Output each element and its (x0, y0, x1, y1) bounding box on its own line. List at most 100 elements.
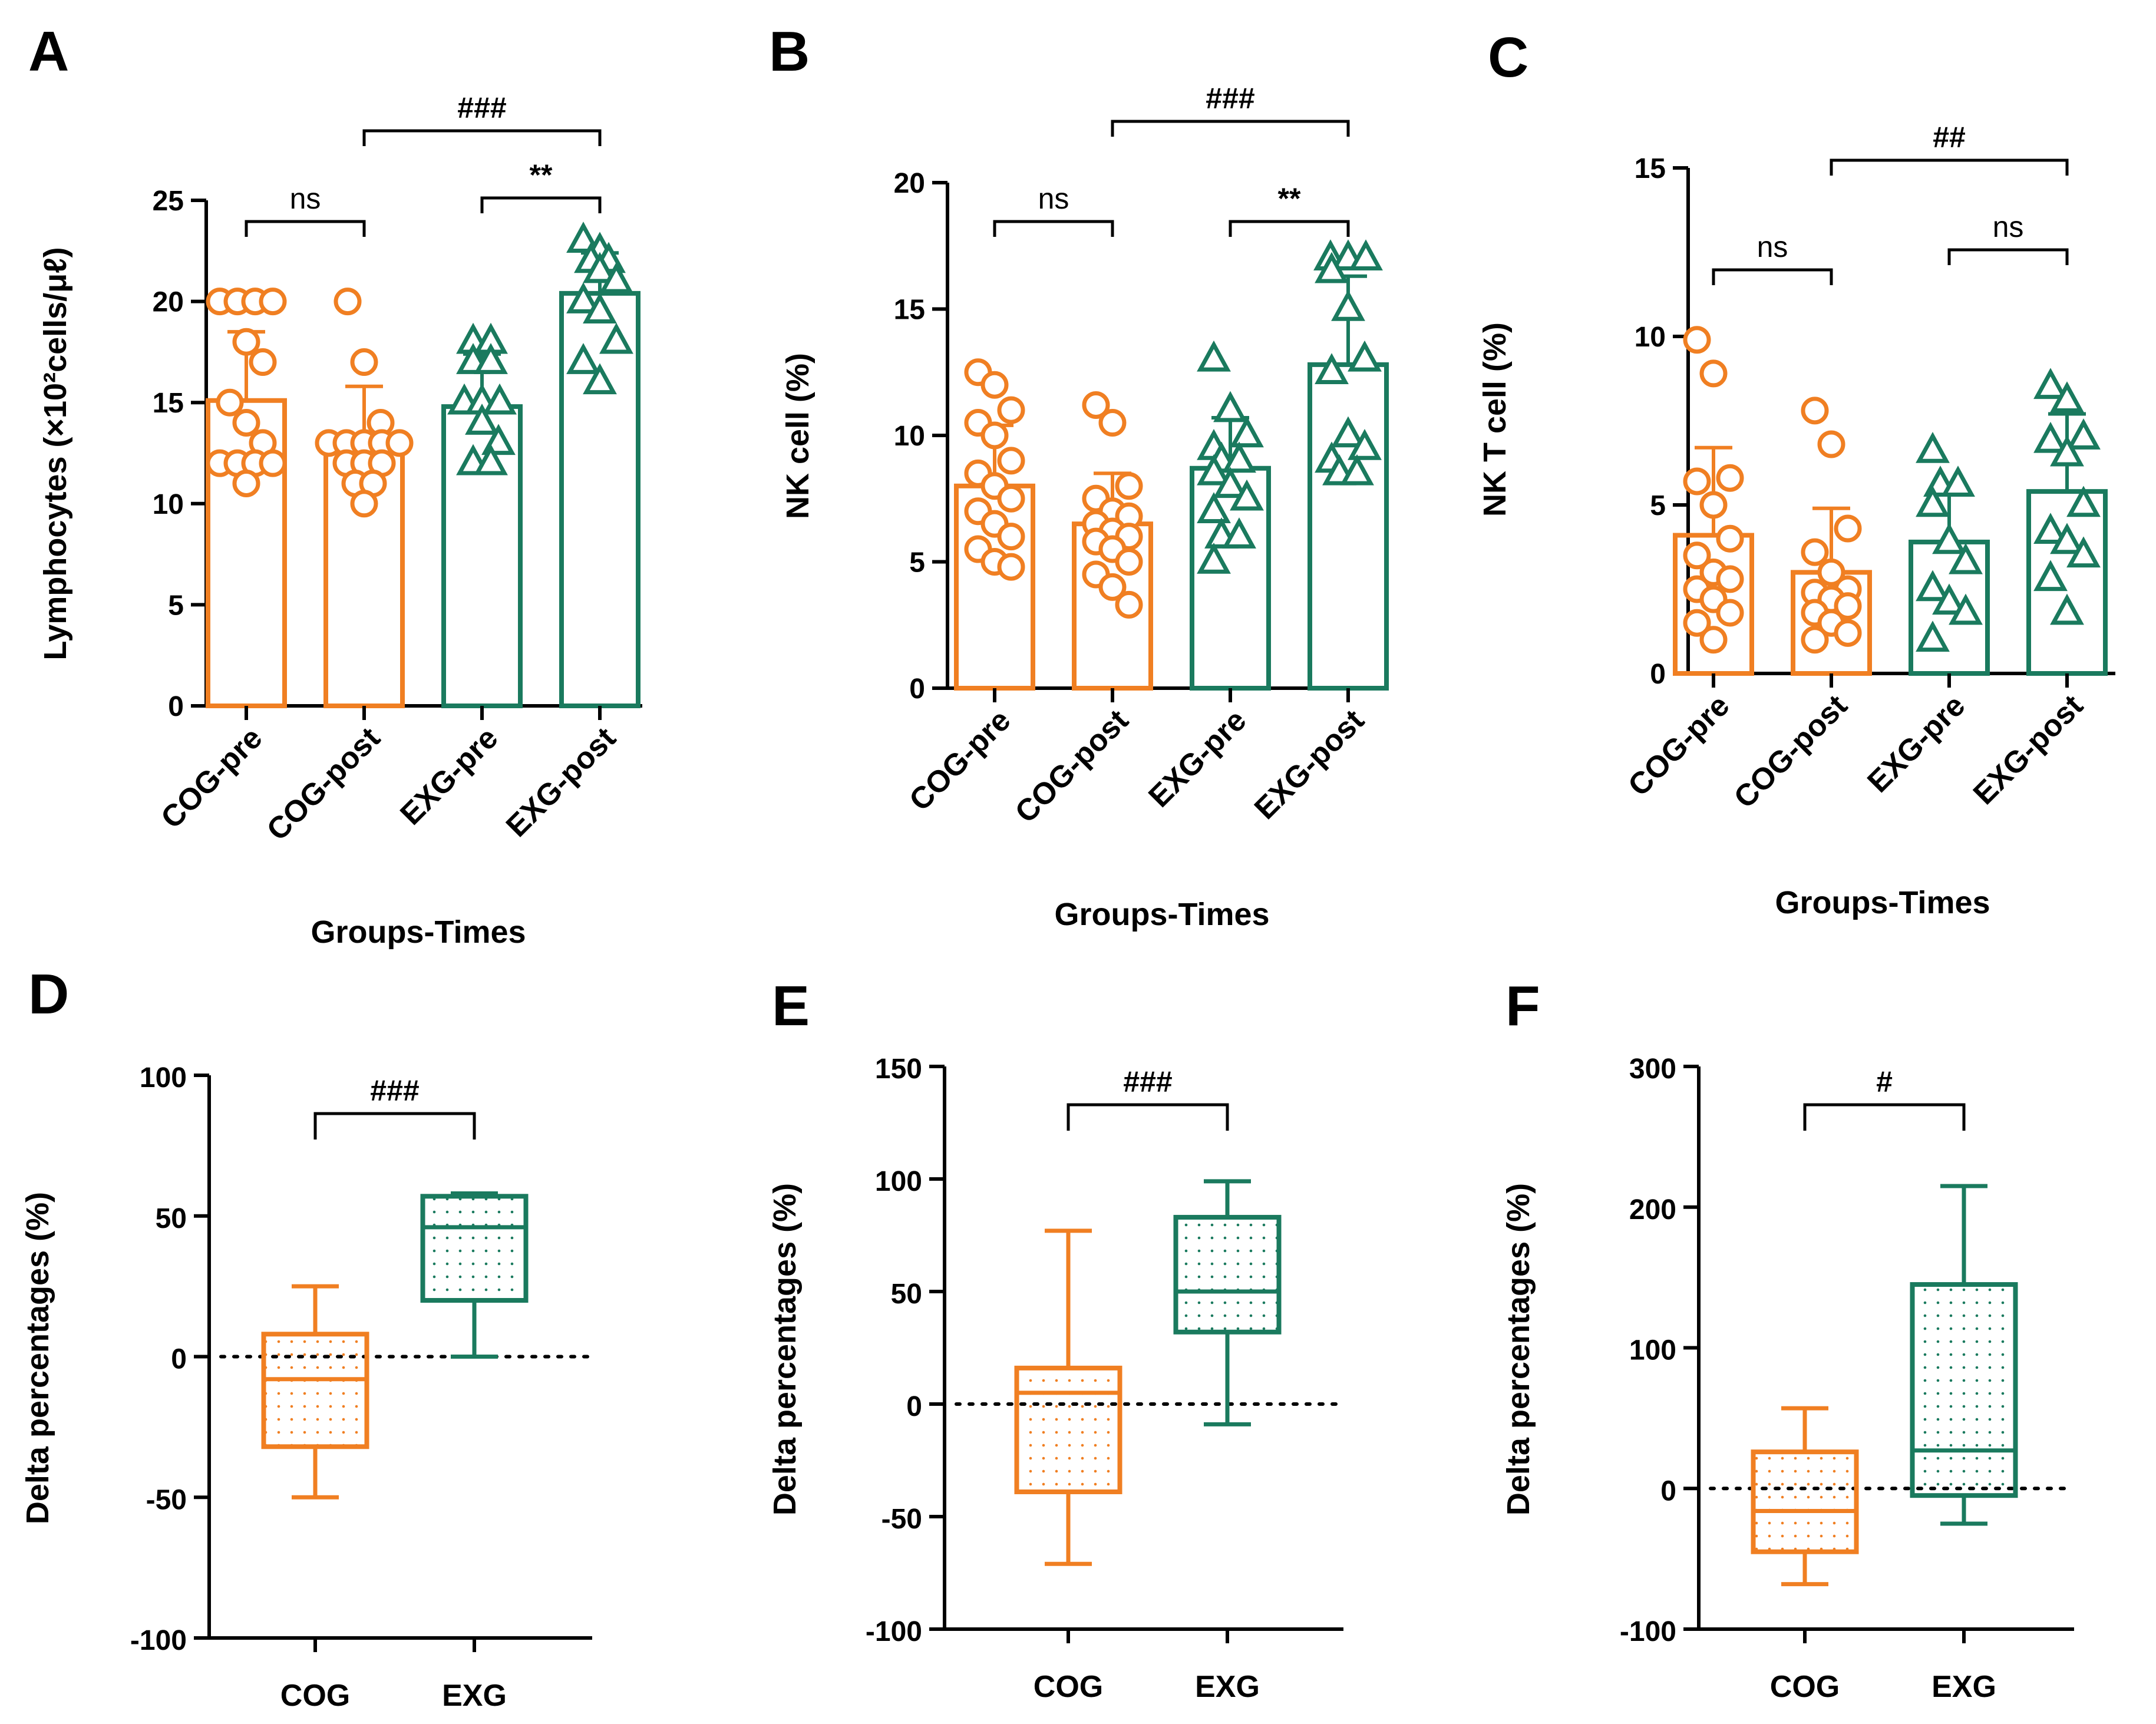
y-tick-label: 10 (1635, 322, 1666, 353)
y-tick-label: 15 (1635, 153, 1666, 184)
data-point-circle (997, 396, 1025, 424)
data-point-circle (1683, 326, 1711, 354)
data-point-circle (1801, 538, 1829, 566)
data-point-triangle (1916, 486, 1950, 517)
data-point-circle (997, 484, 1025, 513)
data-point-triangle (1197, 543, 1231, 574)
data-point-triangle (2050, 523, 2084, 554)
y-tick-label: 20 (894, 168, 925, 199)
data-point-circle (997, 523, 1025, 551)
data-point-triangle (1349, 239, 1383, 270)
data-point-triangle (2050, 381, 2084, 412)
data-point-triangle (2066, 536, 2101, 568)
significance-bracket (1830, 158, 2069, 176)
box-cog (261, 1332, 369, 1449)
data-point-circle (232, 328, 260, 356)
y-tick-label: -50 (146, 1484, 187, 1515)
data-point-triangle (566, 282, 600, 313)
data-point-circle (1683, 467, 1711, 496)
x-category-label: COG (1770, 1670, 1840, 1704)
data-point-circle (385, 429, 414, 457)
data-point-circle (1817, 558, 1845, 586)
significance-label: # (1876, 1065, 1893, 1098)
y-axis-title: NK cell (%) (780, 353, 815, 519)
significance-bracket (362, 129, 602, 146)
x-category-label: COG-pre (903, 703, 1017, 817)
data-point-circle (1716, 464, 1744, 492)
box-exg (1910, 1282, 2018, 1498)
data-point-circle (1817, 430, 1845, 458)
data-point-triangle (2050, 435, 2084, 467)
data-point-circle (1098, 573, 1127, 601)
data-point-circle (1716, 524, 1744, 553)
data-point-triangle (1348, 340, 1382, 372)
data-point-triangle (1197, 492, 1231, 523)
data-point-circle (216, 388, 244, 417)
data-point-triangle (2033, 560, 2068, 592)
x-axis-title: Groups-Times (1054, 897, 1269, 932)
significance-label: ### (1123, 1065, 1172, 1098)
data-point-circle (1115, 548, 1143, 576)
data-point-triangle (566, 343, 600, 374)
y-tick-label: -50 (881, 1504, 922, 1535)
data-point-triangle (583, 252, 617, 283)
y-tick-label: 5 (1650, 490, 1666, 521)
y-tick-label: 15 (894, 295, 925, 326)
data-point-triangle (1315, 252, 1349, 283)
y-tick-label: 100 (1629, 1335, 1676, 1366)
significance-label: ** (1278, 182, 1301, 215)
y-axis-title: Delta percentages (%) (1501, 1183, 1536, 1515)
data-point-triangle (2050, 593, 2084, 625)
x-category-label: EXG-post (1248, 703, 1371, 826)
y-tick-label: 150 (875, 1053, 922, 1085)
significance-bracket (1947, 248, 2069, 265)
data-point-circle (259, 288, 287, 316)
significance-label: ns (1038, 182, 1069, 215)
y-tick-label: 0 (909, 673, 925, 705)
data-point-circle (980, 421, 1009, 450)
x-category-label: EXG-pre (1142, 703, 1253, 814)
data-point-triangle (1331, 416, 1365, 448)
x-category-label: EXG (442, 1679, 507, 1713)
significance-bracket (313, 1112, 476, 1140)
y-tick-label: 0 (168, 691, 184, 722)
data-point-circle (980, 371, 1009, 399)
y-tick-label: 50 (891, 1279, 922, 1310)
y-tick-label: 10 (894, 421, 925, 452)
x-category-label: EXG (1195, 1670, 1260, 1704)
y-tick-label: 20 (153, 287, 184, 318)
data-point-triangle (1932, 583, 1966, 615)
y-tick-label: 0 (906, 1391, 922, 1422)
significance-label: ** (530, 158, 553, 191)
y-tick-label: 0 (1660, 1475, 1676, 1507)
significance-bracket (480, 196, 602, 213)
panel-e: E -100 -50 0 50 100 150 COG EXG ### Delta percenta… (767, 975, 1343, 1704)
significance-bracket (1111, 120, 1350, 137)
bar-exg-post (559, 290, 640, 708)
data-point-circle (232, 469, 260, 497)
significance-label: ### (457, 91, 506, 124)
x-category-label: COG-post (260, 721, 387, 847)
data-point-triangle (2066, 486, 2101, 517)
significance-label: ### (1206, 82, 1254, 115)
data-point-triangle (1222, 441, 1256, 473)
bar-exg-post (1308, 362, 1389, 691)
data-point-triangle (1916, 431, 1950, 463)
data-point-triangle (1230, 416, 1264, 448)
data-point-circle (350, 490, 378, 518)
data-point-triangle (599, 322, 633, 354)
panel-f: F -100 0 100 200 300 COG EXG # Delta percentages … (1501, 975, 2074, 1704)
y-tick-label: 200 (1629, 1194, 1676, 1226)
data-point-circle (1699, 359, 1728, 388)
y-tick-label: 5 (909, 547, 925, 579)
panel-label: C (1488, 26, 1528, 89)
data-point-triangle (1230, 479, 1264, 511)
x-category-label: EXG-pre (394, 721, 504, 831)
panel-label: D (28, 963, 69, 1026)
box-cog (1014, 1365, 1122, 1494)
data-point-triangle (1949, 593, 1983, 625)
data-point-triangle (2033, 368, 2068, 399)
x-category-label: EXG-post (500, 721, 623, 844)
